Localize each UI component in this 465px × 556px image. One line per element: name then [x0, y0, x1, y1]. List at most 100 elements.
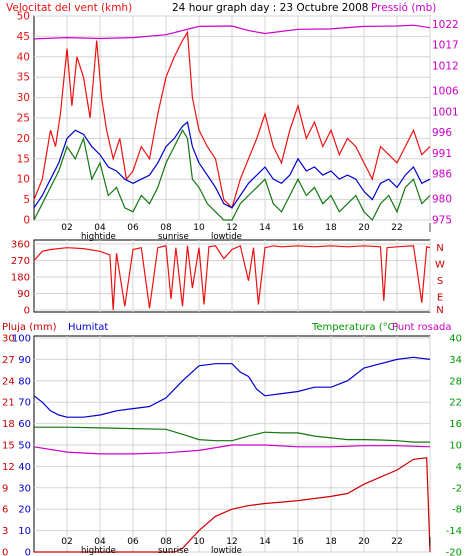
compass-label: N — [436, 305, 443, 316]
compass-label: S — [437, 276, 443, 287]
x-tick-label: 04 — [94, 537, 106, 547]
wind-direction-line — [33, 244, 431, 311]
lowtide-label-top: lowtide — [211, 232, 242, 242]
pressure-tick-label: 1017 — [432, 40, 459, 52]
rain-tick-label: 0 — [2, 548, 8, 556]
wind-speed-tick-label: 30 — [17, 92, 30, 104]
compass-label: N — [436, 243, 443, 254]
climate-grid — [34, 336, 431, 553]
humidity-title: Humitat — [68, 322, 108, 333]
humidity-axis-labels: 0 10 20 30 40 50 60 70 80 90 100 — [12, 334, 31, 556]
temperature-tick-label: 40 — [449, 334, 462, 345]
temperature-tick-label: -8 — [452, 505, 462, 516]
dewpoint-title: Punt rosada — [392, 322, 451, 333]
x-tick-label: 06 — [127, 223, 139, 233]
temperature-tick-label: 22 — [449, 398, 462, 409]
wind-speed-tick-label: 45 — [17, 31, 30, 43]
compass-label: W — [435, 260, 445, 271]
wind-speed-tick-label: 25 — [17, 113, 30, 125]
rain-axis-labels: 0 3 6 9 12 15 18 21 24 27 30 — [2, 334, 15, 556]
x-tick-label: 12 — [226, 223, 237, 233]
rain-tick-label: 21 — [2, 398, 15, 409]
x-tick-label: 06 — [127, 537, 139, 547]
wind-direction-tick-label: 270 — [11, 256, 30, 267]
x-tick-label: | — [428, 223, 431, 233]
lowtide-label-bottom: lowtide — [211, 546, 242, 556]
rain-line — [34, 457, 431, 553]
pressure-tick-label: 975 — [432, 215, 452, 227]
x-tick-label: 20 — [358, 537, 370, 547]
humidity-tick-label: 10 — [18, 526, 31, 537]
temperature-tick-label: -2 — [452, 483, 462, 494]
humidity-tick-label: 50 — [18, 441, 31, 452]
x-tick-label: 22 — [391, 223, 402, 233]
wind-speed-series — [33, 24, 431, 222]
rain-tick-label: 12 — [2, 462, 15, 473]
wind-speed-tick-label: 20 — [17, 133, 30, 145]
x-tick-label: 10 — [193, 223, 205, 233]
rain-tick-label: 27 — [2, 355, 15, 366]
x-tick-label: 02 — [61, 537, 72, 547]
compass-label: E — [437, 293, 443, 304]
x-tick-label: 14 — [259, 223, 271, 233]
climate-series — [33, 356, 431, 553]
temperature-tick-label: 4 — [456, 462, 462, 473]
hightide-label-top: hightide — [81, 232, 116, 242]
pressure-tick-label: 986 — [432, 169, 452, 181]
hightide-label-bottom: hightide — [81, 546, 116, 556]
rain-tick-label: 9 — [2, 483, 8, 494]
x-tick-label: 12 — [226, 537, 237, 547]
x-tick-label: 02 — [61, 223, 72, 233]
rain-tick-label: 24 — [2, 376, 15, 387]
wind-speed-tick-label: 15 — [17, 153, 30, 165]
humidity-tick-label: 20 — [18, 505, 31, 516]
humidity-tick-label: 90 — [18, 355, 31, 366]
wind-speed-axis-labels: 0 5 10 15 20 25 30 35 40 45 50 — [17, 11, 30, 227]
pressure-tick-label: 1012 — [432, 60, 459, 72]
wind-gust-line — [33, 30, 431, 209]
x-tick-label: 08 — [160, 537, 172, 547]
wind-direction-axis-labels: 0 90 180 270 360 — [11, 240, 30, 317]
pressure-tick-label: 996 — [432, 127, 452, 139]
wind-speed-tick-label: 10 — [17, 174, 30, 186]
graph-title: 24 hour graph day : 23 Octubre 2008 — [172, 2, 368, 14]
pressure-tick-label: 991 — [432, 148, 452, 160]
x-tick-label: 04 — [94, 223, 106, 233]
climate-x-ticks: 02 04 06 08 10 12 14 16 18 20 22 | — [61, 537, 431, 547]
humidity-line — [33, 356, 431, 418]
temperature-tick-label: 34 — [449, 355, 462, 366]
temperature-line — [34, 426, 430, 443]
x-tick-label: 16 — [292, 223, 304, 233]
dewpoint-line — [33, 444, 431, 455]
wind-speed-tick-label: 0 — [23, 215, 30, 227]
wind-speed-tick-label: 35 — [17, 72, 30, 84]
humidity-tick-label: 70 — [18, 398, 31, 409]
humidity-tick-label: 100 — [12, 334, 31, 345]
humidity-tick-label: 60 — [18, 419, 31, 430]
wind-speed-grid — [34, 15, 431, 221]
temperature-tick-label: -20 — [446, 548, 462, 556]
pressure-axis-labels: 975 980 986 991 996 1001 1006 1012 1017 1022 — [432, 19, 459, 227]
wind-direction-tick-label: 0 — [24, 306, 30, 317]
wind-direction-series — [33, 244, 431, 311]
wind-speed-title: Velocitat del vent (kmh) — [6, 2, 132, 14]
wind-speed-tick-label: 50 — [17, 11, 30, 23]
wind-speed-line — [33, 128, 431, 222]
x-tick-label: 14 — [259, 537, 271, 547]
wind-direction-tick-label: 90 — [17, 289, 30, 300]
wind-speed-tick-label: 5 — [23, 194, 30, 206]
rain-tick-label: 18 — [2, 419, 15, 430]
x-tick-label: 08 — [160, 223, 172, 233]
x-tick-label: | — [428, 537, 431, 547]
wind-direction-tick-label: 180 — [11, 273, 30, 284]
x-tick-label: 16 — [292, 537, 304, 547]
temperature-tick-label: 16 — [449, 419, 462, 430]
pressure-line — [33, 24, 431, 40]
pressure-tick-label: 1022 — [432, 19, 459, 31]
humidity-tick-label: 0 — [25, 548, 31, 556]
pressure-tick-label: 1001 — [432, 106, 459, 118]
rain-tick-label: 6 — [2, 505, 8, 516]
rain-tick-label: 3 — [2, 526, 8, 537]
rain-title: Pluja (mm) — [2, 322, 57, 333]
